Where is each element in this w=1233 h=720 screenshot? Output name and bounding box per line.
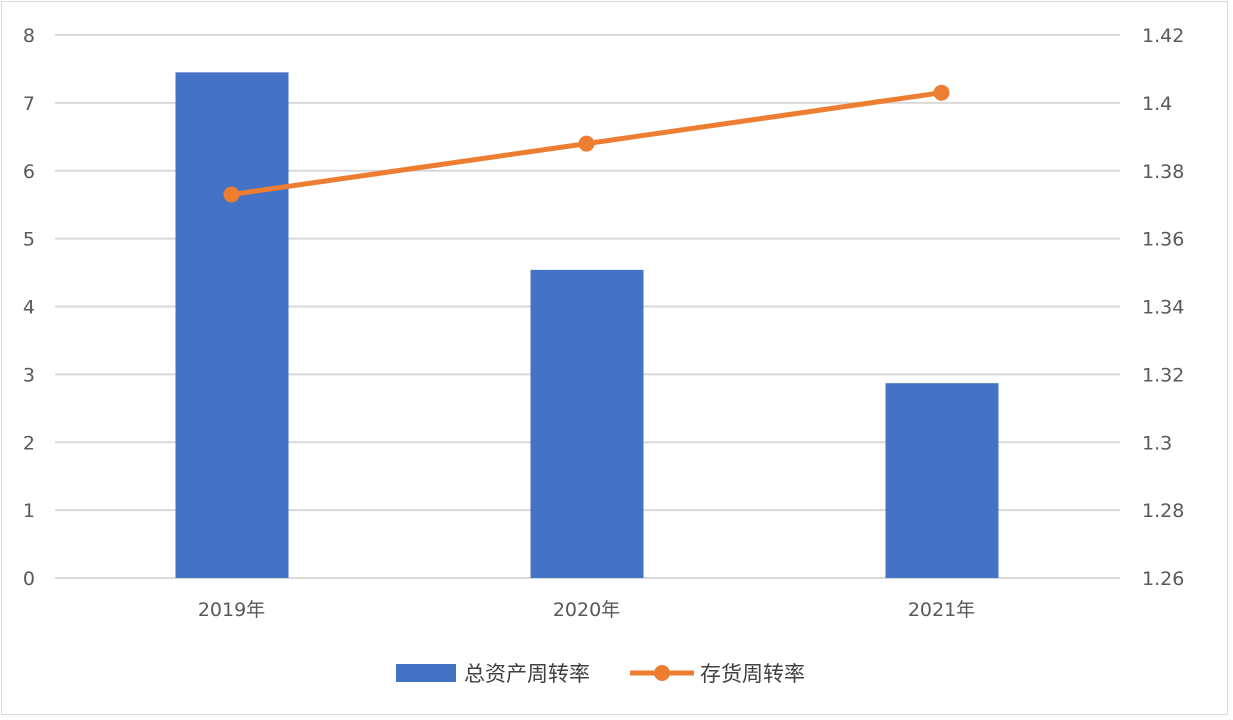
bar [175, 72, 289, 579]
legend-label-bar: 总资产周转率 [464, 662, 590, 686]
right-tick-label: 1.36 [1142, 229, 1184, 251]
legend-swatch-bar [396, 664, 456, 682]
legend-marker-line [654, 665, 670, 681]
x-tick-label: 2020年 [553, 599, 620, 621]
left-tick-label: 7 [23, 93, 35, 115]
right-tick-label: 1.28 [1142, 500, 1184, 522]
right-tick-label: 1.42 [1142, 25, 1184, 47]
left-tick-label: 5 [23, 229, 35, 251]
line-point [578, 135, 595, 152]
line-point [933, 84, 950, 101]
left-tick-label: 6 [23, 161, 35, 183]
right-tick-label: 1.3 [1142, 432, 1172, 454]
line-point [223, 186, 240, 203]
x-tick-label: 2021年 [908, 599, 975, 621]
left-tick-label: 1 [23, 500, 35, 522]
right-tick-label: 1.34 [1142, 297, 1184, 319]
right-tick-label: 1.32 [1142, 364, 1184, 386]
x-tick-label: 2019年 [198, 599, 265, 621]
right-tick-label: 1.26 [1142, 568, 1184, 590]
right-tick-label: 1.38 [1142, 161, 1184, 183]
left-tick-label: 3 [23, 364, 35, 386]
left-tick-label: 4 [23, 297, 35, 319]
bar [885, 383, 999, 578]
left-tick-label: 8 [23, 25, 35, 47]
left-tick-label: 0 [23, 568, 35, 590]
right-tick-label: 1.4 [1142, 93, 1172, 115]
legend-label-line: 存货周转率 [700, 662, 805, 686]
left-tick-label: 2 [23, 432, 35, 454]
bar [530, 269, 644, 578]
